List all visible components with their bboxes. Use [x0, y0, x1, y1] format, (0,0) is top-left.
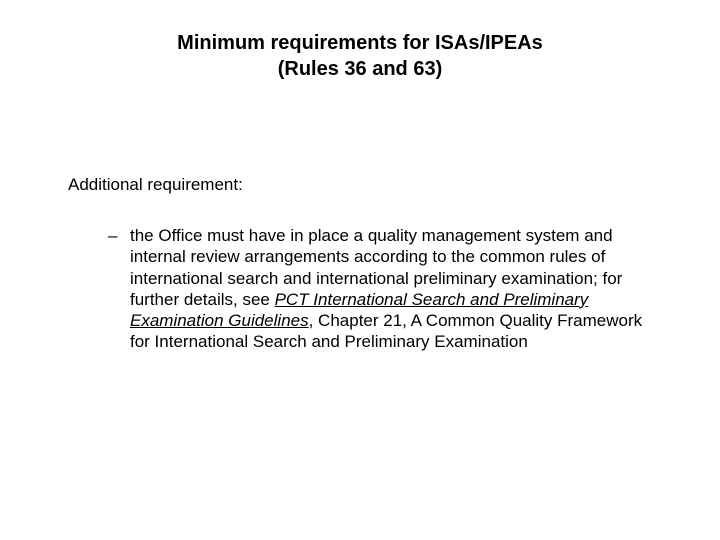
- section-label: Additional requirement:: [68, 175, 243, 195]
- slide: Minimum requirements for ISAs/IPEAs (Rul…: [0, 0, 720, 540]
- bullet-item: –the Office must have in place a quality…: [108, 225, 660, 353]
- slide-title: Minimum requirements for ISAs/IPEAs (Rul…: [0, 30, 720, 82]
- bullet-dash: –: [108, 225, 130, 246]
- title-line-1: Minimum requirements for ISAs/IPEAs: [177, 32, 543, 54]
- title-line-2: (Rules 36 and 63): [278, 58, 443, 80]
- bullet-text: the Office must have in place a quality …: [130, 225, 660, 353]
